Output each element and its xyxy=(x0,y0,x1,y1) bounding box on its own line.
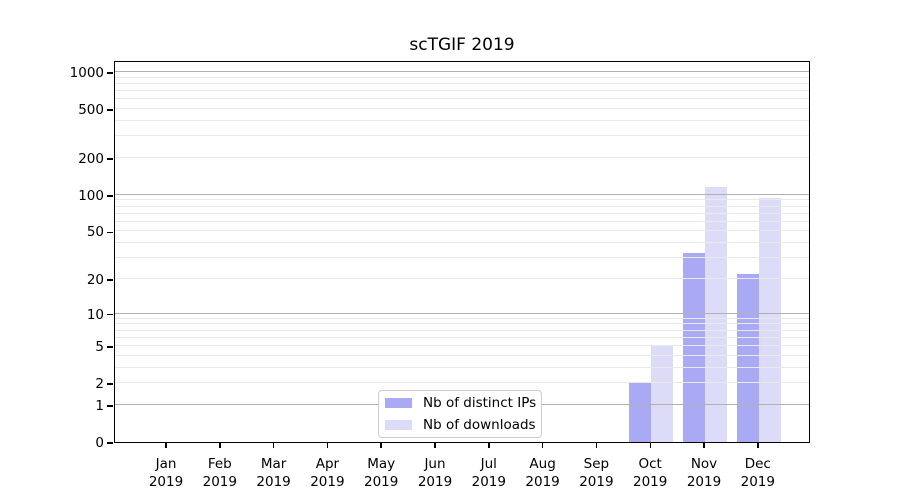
y-tick-label-1: 1 xyxy=(95,397,104,414)
x-tick-label-jun: Jun 2019 xyxy=(417,456,453,490)
x-tick-label-jan: Jan 2019 xyxy=(148,456,184,490)
x-tick-label-apr: Apr 2019 xyxy=(310,456,345,490)
bar-distinct-ips-nov xyxy=(683,253,705,442)
y-tick-label-500: 500 xyxy=(78,102,104,119)
bar-downloads-nov xyxy=(705,186,727,442)
y-tick-5 xyxy=(107,346,113,348)
legend-item-distinct-ips: Nb of distinct IPs xyxy=(385,394,537,412)
y-tick-100 xyxy=(107,195,113,197)
x-tick-may xyxy=(380,443,382,448)
y-tick-1000 xyxy=(107,72,113,74)
x-tick-jan xyxy=(165,443,167,448)
x-tick-oct xyxy=(649,443,651,448)
bar-distinct-ips-dec xyxy=(736,274,759,442)
y-gridline-minor-500 xyxy=(115,108,809,110)
plot-area xyxy=(114,61,810,443)
y-gridline-major-1000 xyxy=(115,71,809,72)
y-tick-label-20: 20 xyxy=(86,271,104,288)
y-tick-2 xyxy=(107,383,113,385)
x-tick-label-sep: Sep 2019 xyxy=(579,456,614,490)
x-tick-label-feb: Feb 2019 xyxy=(202,456,237,490)
x-tick-label-jul: Jul 2019 xyxy=(471,456,506,490)
bar-downloads-oct xyxy=(651,346,674,442)
y-tick-label-100: 100 xyxy=(78,187,104,204)
x-tick-nov xyxy=(703,443,705,448)
y-tick-label-200: 200 xyxy=(78,151,104,167)
y-gridline-minor-900 xyxy=(115,76,809,78)
x-tick-dec xyxy=(757,443,759,448)
y-tick-0 xyxy=(107,442,113,444)
x-tick-mar xyxy=(272,443,275,448)
x-tick-label-may: May 2019 xyxy=(364,456,399,490)
y-gridline-minor-400 xyxy=(115,120,809,121)
x-tick-label-dec: Dec 2019 xyxy=(740,456,775,490)
y-tick-label-0: 0 xyxy=(95,435,104,451)
y-gridline-minor-300 xyxy=(115,135,809,137)
legend-swatch-distinct-ips xyxy=(385,398,412,408)
legend: Nb of distinct IPs Nb of downloads xyxy=(378,390,542,438)
x-tick-label-aug: Aug 2019 xyxy=(525,456,560,490)
y-tick-200 xyxy=(107,158,113,160)
legend-label-downloads: Nb of downloads xyxy=(423,417,536,433)
y-tick-label-1000: 1000 xyxy=(69,65,104,81)
x-tick-aug xyxy=(541,443,544,448)
bar-downloads-dec xyxy=(758,198,781,442)
y-gridline-minor-200 xyxy=(115,157,809,158)
x-tick-label-mar: Mar 2019 xyxy=(256,456,291,490)
y-tick-50 xyxy=(107,231,113,234)
y-tick-500 xyxy=(107,109,113,111)
chart-title: scTGIF 2019 xyxy=(409,35,515,55)
x-tick-label-nov: Nov 2019 xyxy=(686,456,722,490)
y-gridline-minor-800 xyxy=(115,82,809,84)
x-tick-jul xyxy=(488,443,490,448)
y-tick-20 xyxy=(107,279,113,281)
y-tick-label-2: 2 xyxy=(95,376,104,393)
x-tick-sep xyxy=(595,443,598,448)
y-gridline-minor-600 xyxy=(115,98,809,100)
y-tick-1 xyxy=(107,405,113,407)
y-tick-label-10: 10 xyxy=(86,306,104,323)
y-tick-label-50: 50 xyxy=(86,224,104,241)
bar-distinct-ips-oct xyxy=(629,383,652,442)
x-tick-feb xyxy=(219,443,221,448)
y-gridline-minor-700 xyxy=(115,90,809,92)
y-tick-10 xyxy=(107,313,113,316)
y-tick-label-5: 5 xyxy=(95,339,104,355)
x-tick-jun xyxy=(434,443,436,448)
legend-label-distinct-ips: Nb of distinct IPs xyxy=(423,395,537,411)
legend-swatch-downloads xyxy=(385,420,412,430)
legend-item-downloads: Nb of downloads xyxy=(385,416,536,434)
x-tick-apr xyxy=(326,443,329,448)
x-tick-label-oct: Oct 2019 xyxy=(633,456,668,490)
